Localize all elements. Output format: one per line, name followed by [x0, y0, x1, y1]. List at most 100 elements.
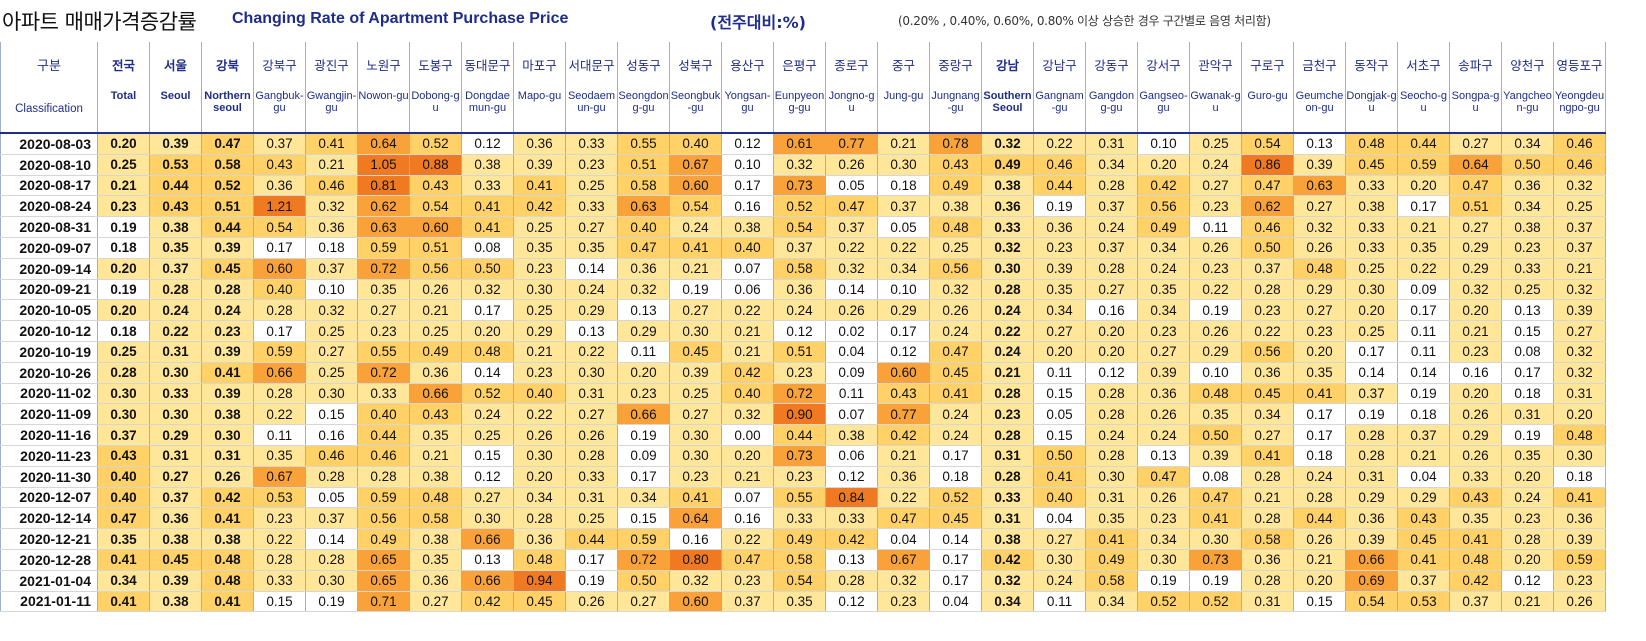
data-cell[interactable]: 0.38: [201, 528, 254, 550]
data-cell[interactable]: 0.27: [1137, 341, 1190, 363]
data-cell[interactable]: 0.25: [461, 424, 514, 446]
data-cell[interactable]: 0.41: [1449, 528, 1502, 550]
data-cell[interactable]: 0.56: [357, 507, 410, 530]
data-cell[interactable]: 0.44: [773, 424, 826, 446]
data-cell[interactable]: 0.24: [929, 403, 982, 426]
data-cell[interactable]: 0.18: [97, 320, 150, 342]
data-cell[interactable]: 0.30: [1085, 466, 1138, 488]
data-cell[interactable]: 0.26: [1137, 487, 1190, 509]
data-cell[interactable]: 0.66: [1345, 549, 1398, 571]
data-cell[interactable]: 0.48: [461, 341, 514, 363]
data-cell[interactable]: 0.39: [1293, 154, 1346, 176]
data-cell[interactable]: 0.47: [929, 341, 982, 363]
data-cell[interactable]: 0.25: [1189, 133, 1242, 155]
data-cell[interactable]: 0.24: [1189, 154, 1242, 176]
data-cell[interactable]: 0.41: [461, 216, 514, 238]
row-date[interactable]: 2020-09-14: [0, 258, 98, 280]
data-cell[interactable]: 0.20: [1293, 341, 1346, 363]
data-cell[interactable]: 0.25: [1345, 320, 1398, 342]
data-cell[interactable]: 0.28: [565, 445, 618, 467]
data-cell[interactable]: 0.23: [513, 258, 566, 280]
data-cell[interactable]: 0.60: [669, 591, 722, 613]
data-cell[interactable]: 0.19: [1345, 403, 1398, 426]
row-date[interactable]: 2020-11-09: [0, 403, 98, 426]
data-cell[interactable]: 0.39: [201, 237, 254, 259]
data-cell[interactable]: 0.42: [981, 549, 1034, 571]
data-cell[interactable]: 0.40: [513, 383, 566, 405]
data-cell[interactable]: 0.24: [149, 299, 202, 322]
data-cell[interactable]: 0.33: [1449, 466, 1502, 488]
data-cell[interactable]: 0.25: [97, 341, 150, 363]
data-cell[interactable]: 0.42: [1137, 175, 1190, 197]
data-cell[interactable]: 0.35: [1085, 507, 1138, 530]
data-cell[interactable]: 0.47: [617, 237, 670, 259]
data-cell[interactable]: 0.26: [929, 299, 982, 322]
data-cell[interactable]: 0.37: [1241, 258, 1294, 280]
data-cell[interactable]: 0.11: [1033, 591, 1086, 613]
data-cell[interactable]: 0.47: [721, 549, 774, 571]
data-cell[interactable]: 0.35: [1397, 237, 1450, 259]
data-cell[interactable]: 0.07: [721, 487, 774, 509]
data-cell[interactable]: 0.04: [929, 591, 982, 613]
data-cell[interactable]: 0.32: [1553, 362, 1606, 384]
data-cell[interactable]: 0.29: [877, 299, 930, 322]
data-cell[interactable]: 0.28: [825, 570, 878, 592]
data-cell[interactable]: 0.23: [253, 507, 306, 530]
data-cell[interactable]: 0.80: [669, 549, 722, 571]
data-cell[interactable]: 0.30: [565, 362, 618, 384]
data-cell[interactable]: 0.34: [1085, 591, 1138, 613]
row-date[interactable]: 2020-11-23: [0, 445, 98, 467]
data-cell[interactable]: 0.30: [1345, 279, 1398, 301]
data-cell[interactable]: 0.35: [513, 237, 566, 259]
data-cell[interactable]: 0.05: [877, 216, 930, 238]
data-cell[interactable]: 0.06: [825, 445, 878, 467]
data-cell[interactable]: 0.81: [357, 175, 410, 197]
data-cell[interactable]: 0.28: [1501, 528, 1554, 550]
data-cell[interactable]: 0.23: [773, 362, 826, 384]
data-cell[interactable]: 0.21: [721, 341, 774, 363]
data-cell[interactable]: 0.29: [1189, 341, 1242, 363]
row-date[interactable]: 2020-08-17: [0, 175, 98, 197]
data-cell[interactable]: 0.53: [253, 487, 306, 509]
data-cell[interactable]: 0.44: [1397, 133, 1450, 155]
data-cell[interactable]: 0.32: [773, 154, 826, 176]
data-cell[interactable]: 0.30: [669, 424, 722, 446]
data-cell[interactable]: 0.04: [877, 528, 930, 550]
data-cell[interactable]: 0.25: [565, 175, 618, 197]
data-cell[interactable]: 0.24: [1085, 424, 1138, 446]
data-cell[interactable]: 0.12: [877, 341, 930, 363]
data-cell[interactable]: 0.28: [1085, 383, 1138, 405]
data-cell[interactable]: 0.72: [357, 362, 410, 384]
row-date[interactable]: 2020-12-14: [0, 507, 98, 530]
data-cell[interactable]: 0.26: [409, 279, 462, 301]
data-cell[interactable]: 0.24: [773, 299, 826, 322]
data-cell[interactable]: 0.44: [1293, 507, 1346, 530]
data-cell[interactable]: 0.13: [1501, 299, 1554, 322]
data-cell[interactable]: 0.14: [929, 528, 982, 550]
data-cell[interactable]: 0.20: [1449, 299, 1502, 322]
data-cell[interactable]: 0.41: [97, 591, 150, 613]
data-cell[interactable]: 0.04: [1033, 507, 1086, 530]
data-cell[interactable]: 0.54: [669, 195, 722, 218]
data-cell[interactable]: 0.36: [409, 362, 462, 384]
data-cell[interactable]: 0.39: [513, 154, 566, 176]
data-cell[interactable]: 0.55: [773, 487, 826, 509]
data-cell[interactable]: 0.18: [1553, 466, 1606, 488]
data-cell[interactable]: 0.60: [409, 216, 462, 238]
data-cell[interactable]: 0.52: [409, 133, 462, 155]
data-cell[interactable]: 0.33: [981, 216, 1034, 238]
data-cell[interactable]: 0.59: [357, 237, 410, 259]
data-cell[interactable]: 0.26: [1189, 320, 1242, 342]
data-cell[interactable]: 0.35: [149, 237, 202, 259]
data-cell[interactable]: 0.23: [357, 320, 410, 342]
data-cell[interactable]: 0.28: [253, 383, 306, 405]
data-cell[interactable]: 0.28: [305, 549, 358, 571]
data-cell[interactable]: 0.29: [1449, 424, 1502, 446]
data-cell[interactable]: 0.30: [669, 445, 722, 467]
data-cell[interactable]: 0.40: [1033, 487, 1086, 509]
data-cell[interactable]: 0.19: [565, 570, 618, 592]
data-cell[interactable]: 0.10: [1189, 362, 1242, 384]
data-cell[interactable]: 0.42: [825, 528, 878, 550]
data-cell[interactable]: 1.05: [357, 154, 410, 176]
data-cell[interactable]: 0.61: [773, 133, 826, 155]
